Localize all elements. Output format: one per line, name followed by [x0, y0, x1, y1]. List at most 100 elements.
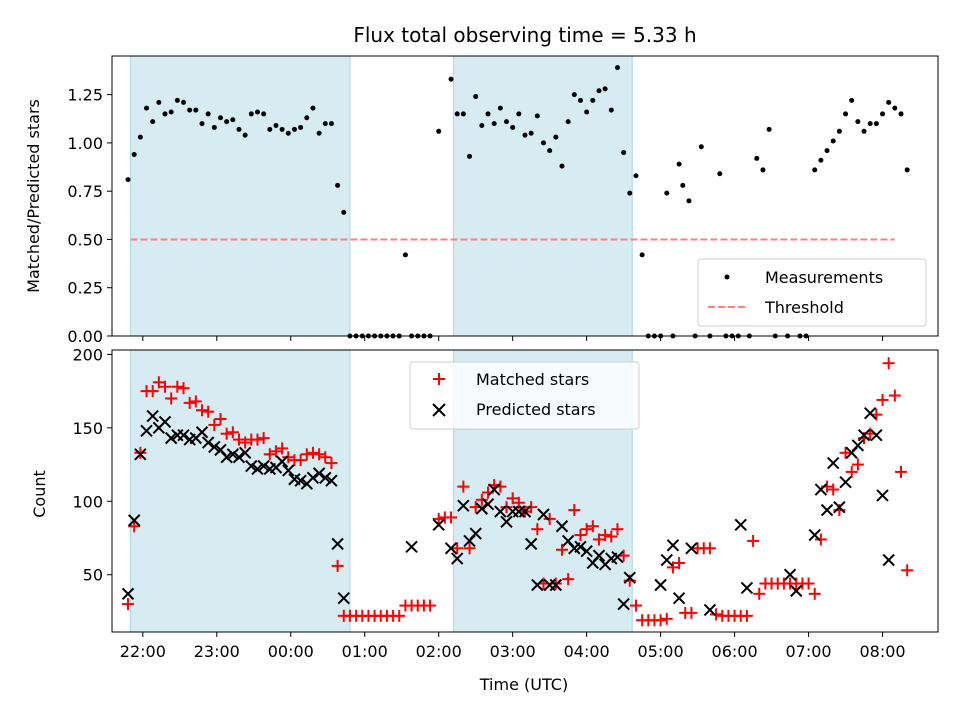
predicted-star-point — [740, 581, 754, 595]
measurement-point — [144, 105, 150, 111]
predicted-star-point — [623, 571, 636, 584]
matched-star-point — [306, 446, 319, 459]
matched-star-point — [685, 606, 698, 619]
top-y-axis-label: Matched/Predicted stars — [24, 99, 43, 293]
matched-star-point — [629, 599, 642, 612]
predicted-star-point — [134, 448, 147, 461]
measurement-point — [571, 92, 577, 98]
predicted-star-point — [833, 500, 846, 514]
legend-predicted-label: Predicted stars — [476, 400, 596, 419]
measurement-point — [230, 117, 236, 123]
predicted-star-point — [220, 451, 233, 464]
predicted-star-point — [319, 471, 332, 484]
measurement-point — [125, 177, 131, 183]
matched-star-point — [300, 448, 313, 461]
matched-star-point — [506, 492, 519, 505]
matched-star-point — [673, 556, 686, 569]
measurement-point — [596, 88, 602, 94]
matched-star-point — [814, 533, 827, 546]
matched-star-point — [574, 529, 587, 542]
predicted-star-point — [617, 597, 630, 611]
bottom-xtick-label: 08:00 — [859, 642, 905, 661]
top-ytick-label: 0.75 — [67, 182, 103, 201]
matched-star-point — [580, 523, 593, 536]
measurement-point — [322, 121, 328, 127]
predicted-star-point — [580, 545, 593, 558]
measurement-point — [310, 105, 316, 111]
matched-star-point — [611, 523, 624, 536]
predicted-star-point — [475, 502, 489, 515]
measurement-point — [131, 151, 137, 157]
measurement-point — [217, 115, 223, 121]
predicted-star-point — [121, 587, 135, 601]
matched-star-point — [525, 501, 538, 514]
predicted-star-point — [827, 456, 840, 470]
matched-star-point — [808, 587, 821, 600]
measurement-point — [168, 109, 174, 115]
predicted-star-point — [432, 518, 445, 531]
matched-star-point — [802, 577, 815, 590]
matched-star-point — [146, 385, 159, 398]
measurement-point — [193, 107, 199, 113]
measurement-point — [754, 155, 760, 161]
measurement-point — [898, 111, 904, 117]
predicted-star-point — [857, 428, 871, 442]
matched-star-point — [251, 433, 264, 446]
top-shaded-intervals — [129, 55, 633, 337]
matched-star-point — [568, 504, 581, 517]
shaded-interval — [452, 55, 633, 337]
top-panel: 0.00 0.25 0.50 0.75 1.00 1.25 Matched/Predict… — [24, 55, 939, 346]
measurement-point — [836, 128, 842, 134]
measurement-point — [553, 134, 559, 140]
measurement-point — [633, 173, 639, 179]
measurement-point — [686, 198, 692, 204]
measurement-point — [254, 109, 260, 115]
bottom-xtick-label: 02:00 — [416, 642, 462, 661]
predicted-star-point — [146, 409, 159, 423]
measurement-point — [861, 128, 867, 134]
legend-matched-marker — [433, 373, 445, 385]
legend-threshold-label: Threshold — [764, 298, 844, 317]
bottom-legend: Matched stars Predicted stars — [409, 361, 640, 430]
matched-star-point — [432, 512, 445, 525]
measurement-point — [547, 148, 553, 154]
measurement-point — [602, 86, 608, 92]
matched-star-point — [895, 465, 908, 478]
bottom-panel: 50 100 150 200 22:00 23:00 00:00 01:00 02:00 03:… — [30, 345, 939, 694]
predicted-star-point — [450, 552, 464, 565]
predicted-star-point — [814, 483, 828, 496]
measurement-point — [491, 121, 497, 127]
measurement-point — [402, 252, 408, 258]
measurement-point — [328, 121, 334, 127]
measurement-point — [510, 124, 516, 130]
predicted-star-point — [481, 498, 495, 511]
matched-star-point — [827, 483, 840, 496]
predicted-star-point — [312, 467, 326, 480]
legend-predicted-marker — [432, 403, 446, 417]
predicted-star-point — [666, 539, 680, 552]
predicted-star-point — [208, 440, 221, 454]
matched-star-point — [393, 609, 406, 622]
matched-star-point — [740, 609, 753, 622]
matched-star-point — [445, 511, 458, 524]
matched-star-point — [475, 493, 488, 506]
legend-measurements-label: Measurements — [765, 268, 883, 287]
matched-star-point — [753, 587, 766, 600]
measurement-point — [156, 99, 162, 105]
matched-star-point — [531, 523, 544, 536]
predicted-star-point — [851, 439, 865, 452]
predicted-star-point — [734, 518, 747, 531]
predicted-star-point — [294, 474, 307, 487]
predicted-star-point — [790, 584, 803, 598]
predicted-star-point — [518, 505, 532, 518]
measurement-point — [577, 97, 583, 103]
matched-star-point — [294, 454, 307, 467]
matched-star-point — [876, 393, 889, 406]
bottom-xtick-label: 07:00 — [785, 642, 831, 661]
matched-star-point — [239, 436, 252, 449]
matched-star-point — [586, 520, 599, 533]
measurement-point — [676, 161, 682, 167]
shaded-interval — [129, 55, 351, 337]
measurement-point — [504, 119, 510, 125]
measurement-point — [285, 130, 291, 136]
